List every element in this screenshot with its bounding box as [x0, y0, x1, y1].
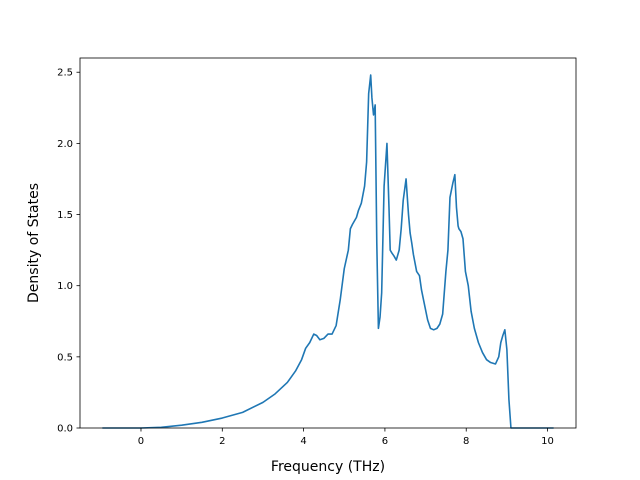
x-axis: 0 2 4 6 8 10	[138, 428, 554, 447]
y-tick-label: 0.5	[57, 352, 73, 363]
x-tick-label: 6	[382, 436, 388, 447]
x-tick-label: 10	[541, 436, 554, 447]
y-tick-label: 2.5	[57, 68, 73, 79]
x-tick-label: 8	[463, 436, 469, 447]
y-tick-label: 1.0	[57, 281, 73, 292]
x-tick-label: 0	[138, 436, 144, 447]
y-tick-label: 0.0	[57, 424, 73, 435]
x-axis-label: Frequency (THz)	[271, 459, 385, 475]
y-tick-label: 2.0	[57, 139, 73, 150]
x-tick-label: 2	[219, 436, 225, 447]
x-tick-label: 4	[300, 436, 306, 447]
y-axis: 0.0 0.5 1.0 1.5 2.0 2.5	[57, 68, 80, 435]
axes-frame	[79, 57, 577, 429]
y-tick-label: 1.5	[57, 210, 73, 221]
y-axis-label: Density of States	[26, 183, 42, 303]
plot-area	[102, 74, 554, 429]
dos-series-line	[102, 74, 554, 429]
